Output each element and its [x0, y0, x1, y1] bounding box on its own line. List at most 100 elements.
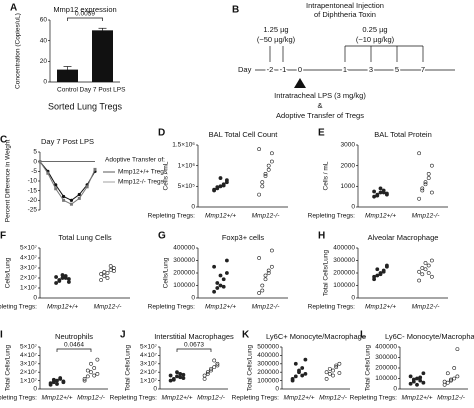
point: [331, 373, 335, 378]
legend-label: Mmp12-/- Tregs: [118, 179, 165, 186]
point: [420, 186, 425, 191]
panel: K Ly6C+ Monocyte/Macrophage Total Cells/Lu…: [232, 330, 366, 402]
dose-label: 1.25 µg: [263, 25, 288, 34]
arrowhead: [294, 78, 306, 88]
y-tick-label: 300000: [375, 354, 397, 361]
group-label: Repleting Tregs:: [0, 304, 37, 311]
x-tick-label: Mmp12+/+: [47, 304, 78, 311]
point: [77, 196, 81, 200]
panel: D BAL Total Cell Count Cells / mL 0 5×10⁵ 1×1…: [148, 128, 288, 220]
point: [266, 268, 271, 273]
point: [455, 374, 460, 379]
point: [455, 347, 460, 352]
y-tick-label: 0: [275, 386, 279, 393]
panel: G Foxp3+ cells Cells/Lung 0 100000 200000 3000…: [148, 231, 288, 311]
point: [269, 264, 274, 269]
y-tick-label: 4×10⁷: [20, 352, 38, 359]
x-tick-label: Mmp12-/-: [94, 304, 123, 311]
x-tick-label: Mmp12-/-: [412, 213, 441, 220]
panel-title: Mmp12 expression: [53, 5, 116, 14]
point: [378, 272, 383, 277]
y-tick-label: 300000: [173, 257, 195, 264]
point: [418, 378, 423, 383]
point: [408, 374, 413, 379]
point: [423, 180, 428, 185]
x-tick-label: Mmp12+/+: [401, 395, 432, 402]
y-tick-label: 1×10⁷: [140, 377, 158, 384]
y-tick-label: 1×10⁷: [20, 377, 38, 384]
point: [381, 269, 386, 274]
point: [178, 371, 183, 376]
panel-letter: H: [318, 231, 325, 242]
point: [417, 278, 422, 283]
point: [38, 160, 42, 164]
transfer-label: Adoptive Transfer of Tregs: [276, 111, 364, 120]
y-tick-label: 3000: [341, 142, 356, 149]
y-tick-label: 3×10⁷: [140, 361, 158, 368]
significance-bracket: [67, 17, 103, 21]
x-tick-label: Mmp12-/-: [252, 304, 281, 311]
y-axis-label: Cells/Lung: [163, 257, 170, 288]
y-tick-label: 0: [33, 158, 37, 165]
point: [224, 258, 229, 263]
point: [221, 183, 226, 188]
x-tick-label: Mmp12+/+: [283, 395, 314, 402]
day-tick-label: 7: [421, 65, 425, 74]
y-tick-label: 400000: [375, 344, 397, 351]
point: [99, 272, 104, 276]
panel-title: Ly6C- Monocyte/Macrophage: [385, 332, 474, 341]
point: [442, 382, 447, 387]
point: [449, 378, 453, 383]
x-tick-label: Mmp12+/+: [41, 395, 72, 402]
point: [61, 380, 66, 385]
point: [300, 366, 305, 370]
x-tick-label: Mmp12-/-: [437, 395, 466, 402]
panel-letter: G: [158, 231, 166, 242]
y-tick-label: 5: [33, 149, 37, 156]
point: [46, 171, 50, 175]
point: [421, 380, 426, 385]
point: [63, 276, 68, 280]
significance-bracket: [56, 348, 92, 352]
point: [300, 373, 305, 378]
y-tick-label: 100000: [333, 282, 355, 289]
point: [48, 381, 53, 386]
point: [445, 371, 450, 376]
point: [51, 377, 56, 382]
legend-label: Mmp12+/+ Tregs: [118, 169, 168, 176]
panel: J Interstitial Macrophages Total Cells/Lun…: [110, 330, 234, 402]
point: [175, 374, 179, 379]
point: [85, 374, 90, 379]
point: [224, 271, 229, 275]
y-tick-label: 2×10⁷: [20, 369, 38, 376]
panel: C Day 7 Post LPS Percent Difference in Wei…: [0, 135, 168, 223]
point: [168, 378, 173, 383]
x-tick-label: Mmp12+/+: [161, 395, 192, 402]
day-tick-label: 3: [369, 65, 373, 74]
y-tick-label: 5×10⁷: [20, 245, 38, 252]
day-tick-label: 1: [343, 65, 347, 74]
point: [303, 357, 308, 362]
y-tick-label: 0: [43, 79, 47, 86]
y-axis-label: Cells / mL: [163, 161, 170, 190]
point: [375, 193, 380, 198]
panel-title: Interstitial Macrophages: [154, 332, 234, 341]
point: [423, 267, 428, 272]
point: [423, 182, 428, 187]
point: [202, 373, 207, 378]
point: [421, 371, 426, 376]
point: [60, 273, 65, 277]
x-tick-label: Mmp12+/+: [205, 304, 236, 311]
y-tick-label: 200000: [257, 369, 279, 376]
y-tick-label: 3×10⁷: [20, 265, 38, 272]
y-tick-label: 4×10⁷: [140, 352, 158, 359]
y-axis-label: Percent Difference in Weight: [5, 140, 12, 223]
point: [54, 275, 59, 279]
point: [327, 366, 332, 371]
panel-letter: L: [360, 330, 366, 341]
y-tick-label: 3×10⁷: [20, 361, 38, 368]
x-tick-label: Mmp12-/-: [252, 213, 281, 220]
point: [62, 198, 66, 202]
y-tick-label: 2×10⁷: [20, 275, 38, 282]
y-tick-label: 300000: [333, 257, 355, 264]
